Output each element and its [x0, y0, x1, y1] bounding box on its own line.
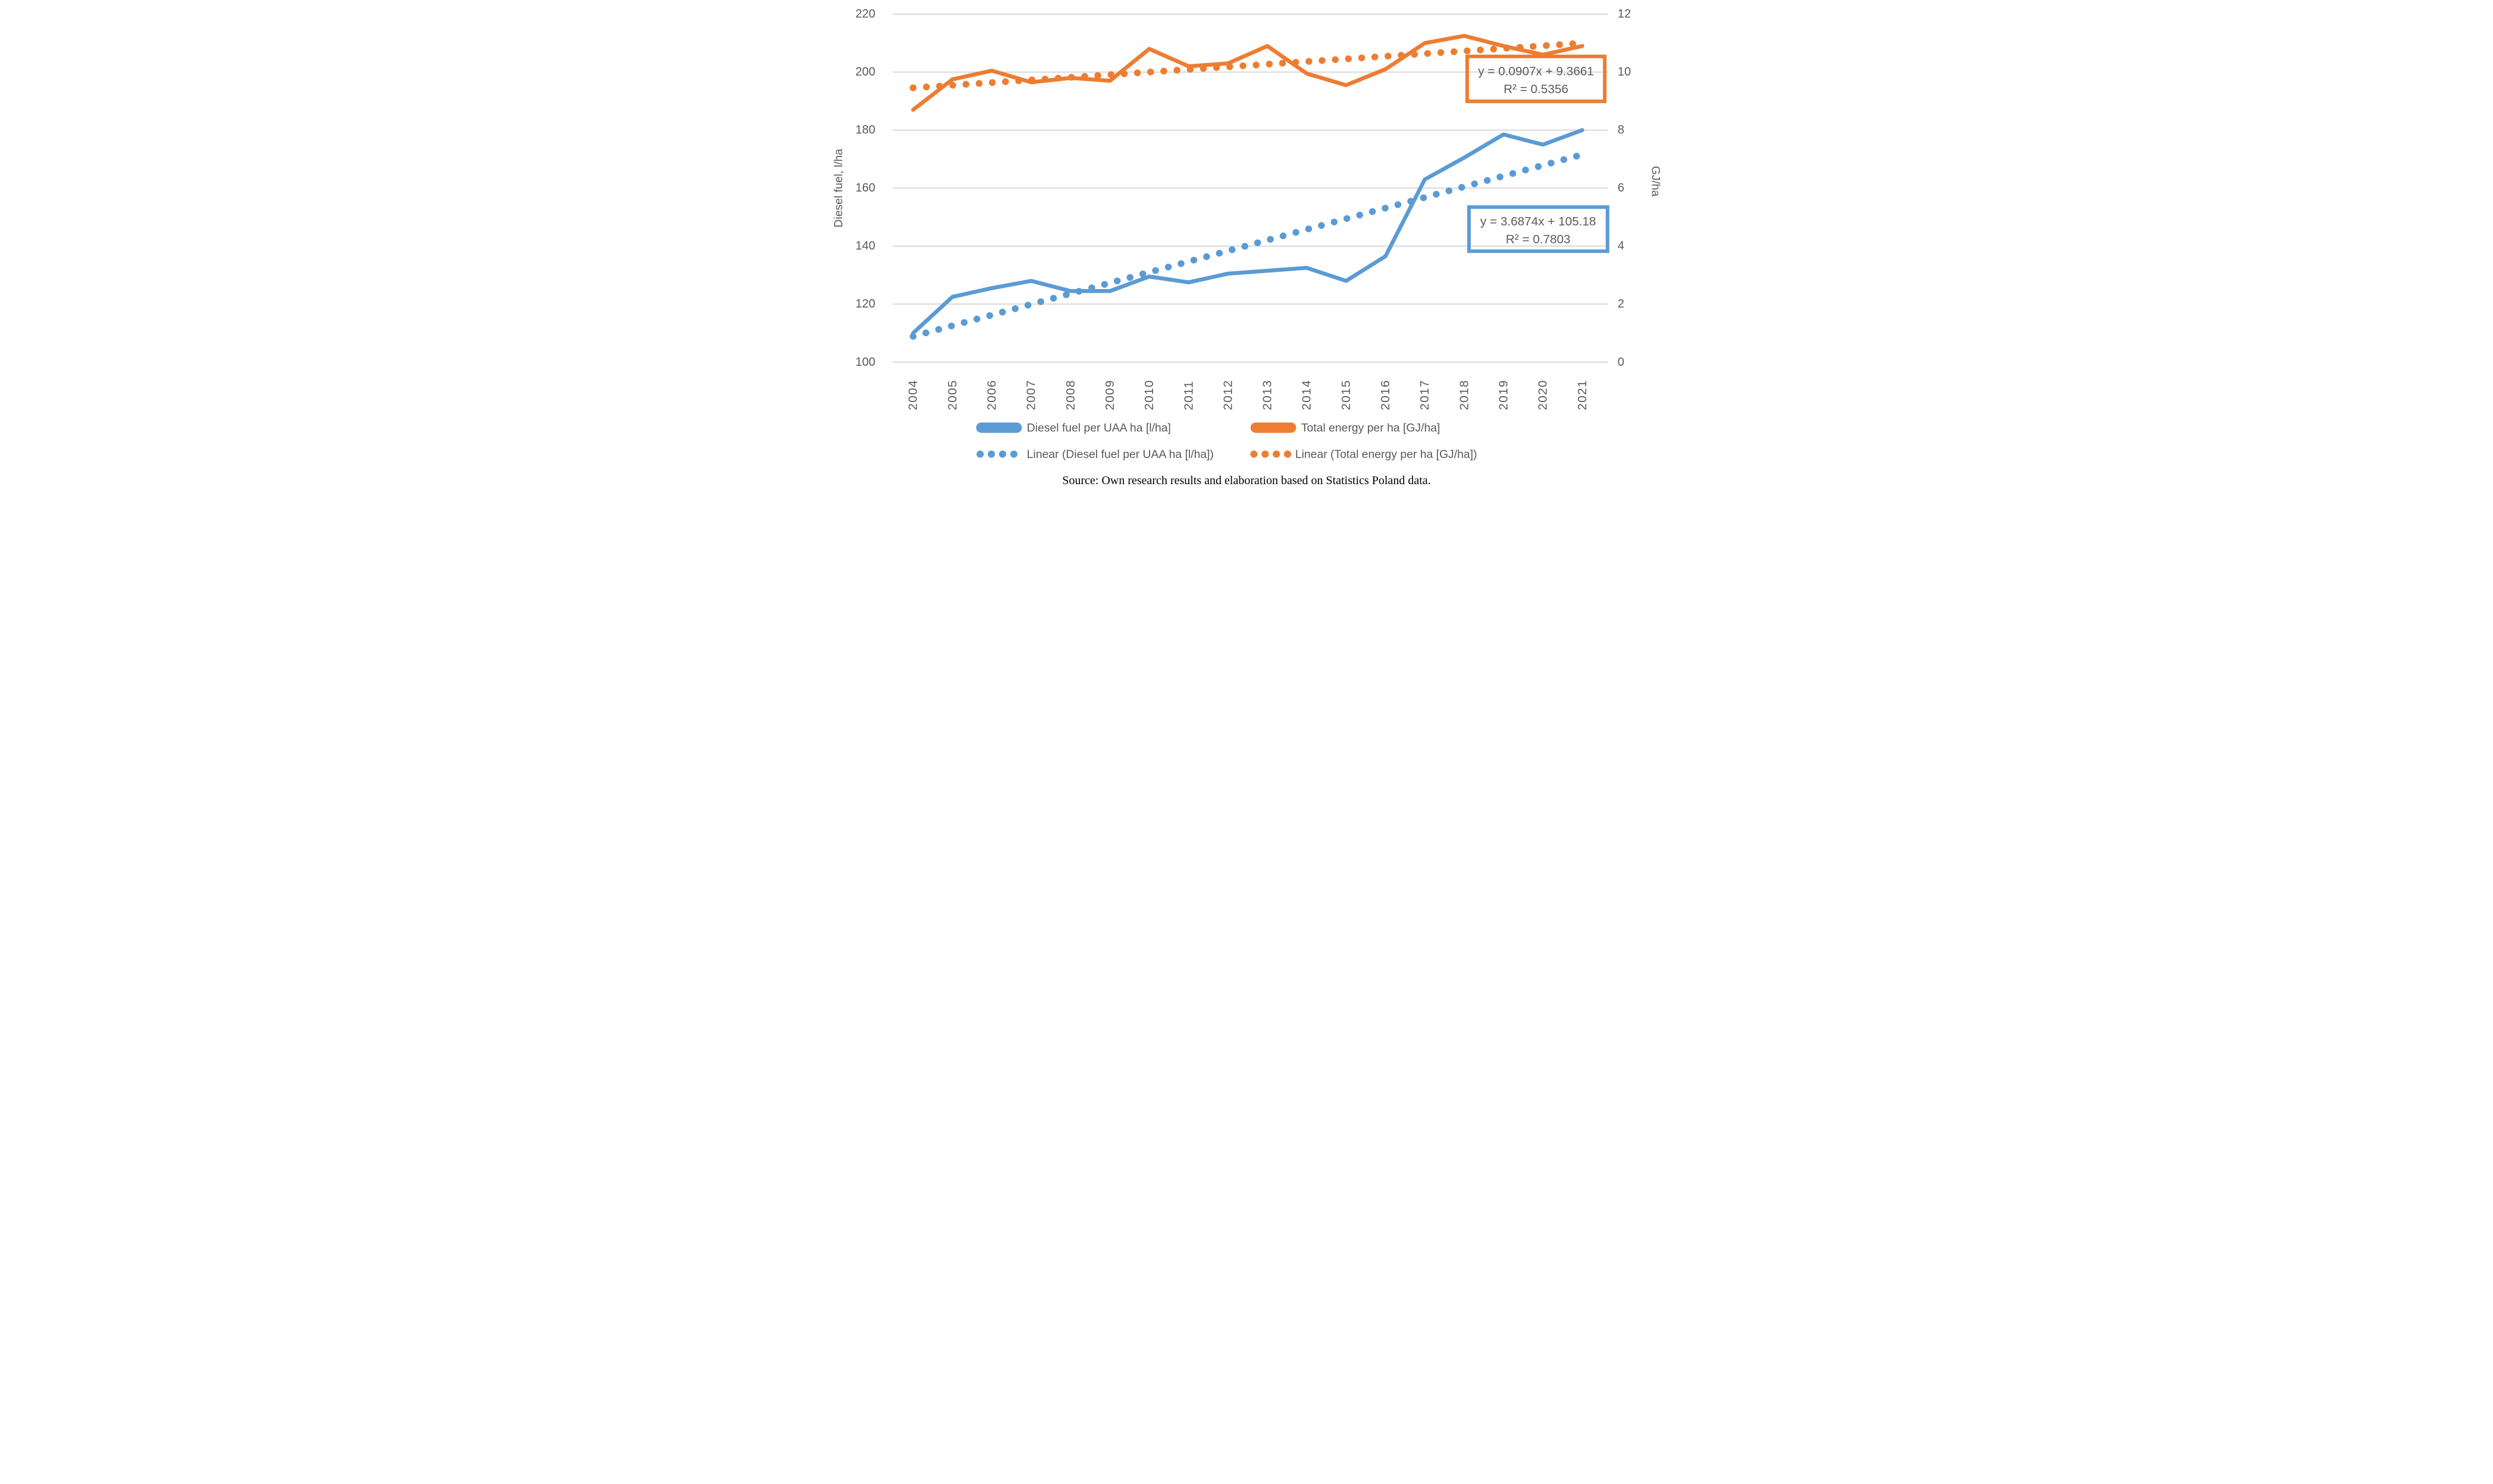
legend-label-energy: Total energy per ha [GJ/ha] [1301, 422, 1440, 435]
x-year-label: 2019 [1497, 379, 1511, 410]
legend-item-diesel-linear: Linear (Diesel fuel per UAA ha [l/ha]) [976, 448, 1214, 461]
right-tick-label: 6 [1618, 181, 1624, 194]
legend-label-diesel-linear: Linear (Diesel fuel per UAA ha [l/ha]) [1027, 448, 1214, 461]
right-tick-label: 0 [1618, 356, 1624, 369]
x-year-label: 2008 [1064, 379, 1078, 410]
x-year-label: 2017 [1418, 379, 1432, 410]
x-year-label: 2015 [1339, 379, 1353, 410]
energy-trend-annotation: y = 0.0907x + 9.3661 R² = 0.5356 [1465, 54, 1607, 103]
left-tick-label: 160 [856, 181, 875, 194]
left-tick-label: 220 [856, 8, 875, 21]
diesel-trend-equation: y = 3.6874x + 105.18 [1480, 215, 1596, 228]
legend: Diesel fuel per UAA ha [l/ha] Total ener… [976, 422, 1477, 461]
x-year-label: 2012 [1221, 379, 1235, 410]
right-tick-label: 2 [1618, 297, 1624, 310]
x-year-label: 2018 [1457, 379, 1471, 410]
legend-label-energy-linear: Linear (Total energy per ha [GJ/ha]) [1295, 448, 1477, 461]
energy-trend-r2: R² = 0.5356 [1504, 82, 1568, 96]
legend-item-energy: Total energy per ha [GJ/ha] [1250, 422, 1440, 435]
left-tick-label: 140 [856, 240, 875, 253]
gridlines [892, 13, 1609, 363]
x-year-label: 2004 [906, 379, 920, 410]
left-axis-tick-labels: 220 200 180 160 140 120 100 [856, 8, 875, 369]
left-tick-label: 100 [856, 356, 875, 369]
series-lines [909, 33, 1586, 340]
diesel-annotation-border [1467, 205, 1609, 253]
left-tick-label: 120 [856, 297, 875, 310]
left-tick-label: 200 [856, 65, 875, 79]
source-caption: Source: Own research results and elabora… [1062, 473, 1431, 487]
legend-label-diesel: Diesel fuel per UAA ha [l/ha] [1027, 422, 1171, 435]
x-axis-year-labels: 2004 2005 2006 2007 2008 2009 2010 2011 2012 2013… [906, 379, 1589, 410]
x-year-label: 2010 [1142, 379, 1156, 410]
x-year-label: 2016 [1379, 379, 1392, 410]
diesel-trend-annotation: y = 3.6874x + 105.18 R² = 0.7803 [1467, 205, 1609, 253]
right-tick-label: 4 [1618, 240, 1624, 253]
series-line-total-energy-per-ha-gj-ha [911, 33, 1584, 112]
right-tick-label: 8 [1618, 124, 1624, 137]
left-tick-label: 180 [856, 124, 875, 137]
legend-item-diesel: Diesel fuel per UAA ha [l/ha] [976, 422, 1171, 435]
dual-axis-line-chart: 220 200 180 160 140 120 100 12 10 8 6 4 2 0 2004 2005… [832, 8, 1662, 461]
x-year-label: 2006 [985, 379, 998, 410]
diesel-solid-swatch-icon [976, 422, 1022, 433]
right-tick-label: 12 [1618, 8, 1631, 21]
energy-solid-swatch-icon [1250, 422, 1296, 433]
x-year-label: 2007 [1025, 379, 1038, 410]
figure: 220 200 180 160 140 120 100 12 10 8 6 4 2 0 2004 2005… [830, 0, 1663, 497]
x-year-label: 2009 [1103, 379, 1117, 410]
legend-item-energy-linear: Linear (Total energy per ha [GJ/ha]) [1250, 448, 1477, 461]
energy-trend-equation: y = 0.0907x + 9.3661 [1478, 64, 1594, 78]
energy-annotation-border [1465, 54, 1607, 103]
trendline-linear-diesel-fuel-per-uaa-ha-l-ha [909, 151, 1586, 340]
right-axis-title: GJ/ha [1649, 166, 1662, 197]
x-year-label: 2013 [1261, 379, 1274, 410]
x-year-label: 2014 [1300, 379, 1314, 410]
right-tick-label: 10 [1618, 65, 1631, 79]
x-year-label: 2021 [1576, 379, 1589, 410]
x-year-label: 2020 [1536, 379, 1550, 410]
right-axis-tick-labels: 12 10 8 6 4 2 0 [1618, 8, 1631, 369]
series-line-diesel-fuel-per-uaa-ha-l-ha [911, 128, 1584, 335]
x-year-label: 2005 [945, 379, 959, 410]
diesel-trend-r2: R² = 0.7803 [1506, 233, 1571, 246]
left-axis-title: Diesel fuel, l/ha [832, 149, 845, 228]
x-year-label: 2011 [1182, 381, 1195, 410]
